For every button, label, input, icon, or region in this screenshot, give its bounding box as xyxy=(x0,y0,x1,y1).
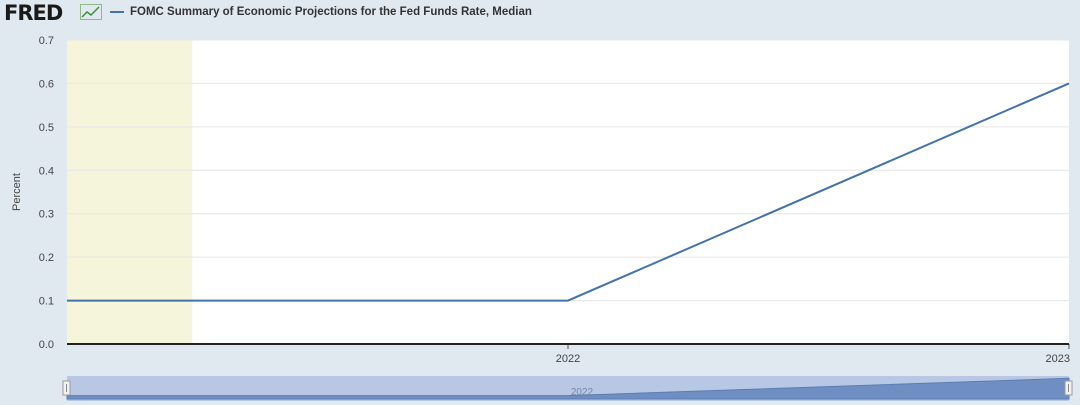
x-tick-label: 2023 xyxy=(1046,353,1070,365)
recession-band xyxy=(67,40,193,344)
y-tick-label: 0.1 xyxy=(39,296,54,308)
y-tick-label: 0.2 xyxy=(39,252,54,264)
fred-chart-icon xyxy=(80,4,102,20)
legend-line-swatch xyxy=(110,11,124,13)
y-tick-labels: 0.0 0.1 0.2 0.3 0.4 0.5 0.6 0.7 xyxy=(39,35,54,351)
y-tick-label: 0.6 xyxy=(39,78,54,90)
series-line[interactable] xyxy=(67,82,1070,302)
legend-series-label: FOMC Summary of Economic Projections for… xyxy=(130,6,532,18)
chart-legend[interactable]: FOMC Summary of Economic Projections for… xyxy=(110,6,532,18)
y-tick-label: 0.4 xyxy=(39,165,54,177)
recession-bands xyxy=(67,40,193,344)
y-tick-label: 0.7 xyxy=(39,35,54,47)
x-tick-label: 2022 xyxy=(556,353,580,365)
x-tick-labels: 2022 2023 xyxy=(556,344,1070,365)
y-tick-label: 0.0 xyxy=(39,339,54,351)
plot-background xyxy=(67,40,1069,344)
chart-header: FRED FOMC Summary of Economic Projection… xyxy=(0,0,1080,28)
fred-logo: FRED xyxy=(4,1,63,25)
navigator-label: 2022 xyxy=(571,387,594,398)
y-gridlines xyxy=(67,39,1069,302)
y-tick-label: 0.3 xyxy=(39,209,54,221)
navigator[interactable]: 2022 xyxy=(62,376,1073,401)
navigator-series-area xyxy=(66,377,1070,400)
y-axis-title: Percent xyxy=(11,173,23,211)
y-tick-label: 0.5 xyxy=(39,122,54,134)
